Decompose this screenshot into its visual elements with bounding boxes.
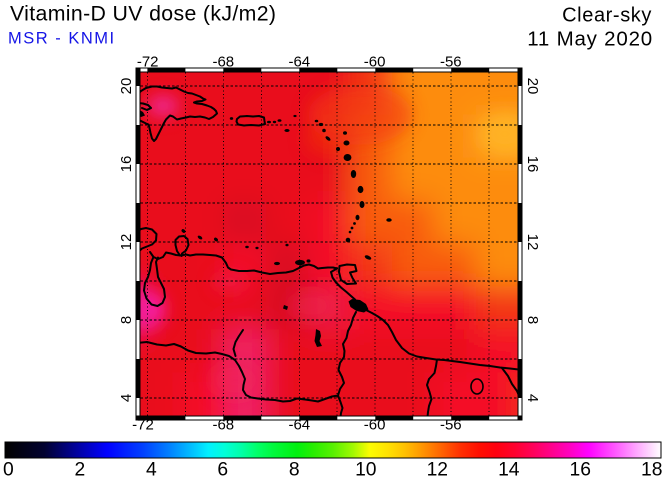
svg-text:4: 4: [524, 394, 541, 402]
svg-text:4: 4: [118, 394, 135, 402]
svg-text:0: 0: [3, 460, 14, 480]
svg-text:-68: -68: [212, 417, 234, 434]
svg-text:-60: -60: [364, 54, 386, 71]
svg-text:16: 16: [524, 156, 541, 173]
svg-text:-56: -56: [440, 54, 462, 71]
svg-text:4: 4: [146, 460, 157, 480]
svg-text:Clear-sky: Clear-sky: [562, 5, 652, 27]
svg-text:-56: -56: [440, 417, 462, 434]
svg-text:6: 6: [217, 460, 228, 480]
svg-text:-64: -64: [288, 417, 310, 434]
svg-text:-72: -72: [137, 54, 159, 71]
svg-text:8: 8: [289, 460, 300, 480]
svg-text:20: 20: [524, 78, 541, 95]
svg-text:-64: -64: [288, 54, 310, 71]
svg-text:-60: -60: [364, 417, 386, 434]
svg-text:MSR - KNMI: MSR - KNMI: [8, 30, 116, 48]
svg-text:12: 12: [524, 234, 541, 251]
svg-text:14: 14: [498, 460, 520, 480]
svg-text:12: 12: [118, 234, 135, 251]
svg-text:-68: -68: [212, 54, 234, 71]
svg-text:16: 16: [569, 460, 590, 480]
svg-text:10: 10: [355, 460, 376, 480]
svg-text:11 May 2020: 11 May 2020: [527, 27, 653, 50]
svg-text:12: 12: [427, 460, 448, 480]
svg-text:8: 8: [524, 316, 541, 324]
svg-text:20: 20: [118, 78, 135, 95]
svg-text:18: 18: [641, 460, 662, 480]
svg-text:2: 2: [75, 460, 86, 480]
svg-text:Vitamin-D UV dose (kJ/m2): Vitamin-D UV dose (kJ/m2): [10, 2, 276, 26]
svg-text:-72: -72: [132, 417, 154, 434]
svg-text:16: 16: [118, 156, 135, 173]
svg-text:8: 8: [118, 316, 135, 324]
